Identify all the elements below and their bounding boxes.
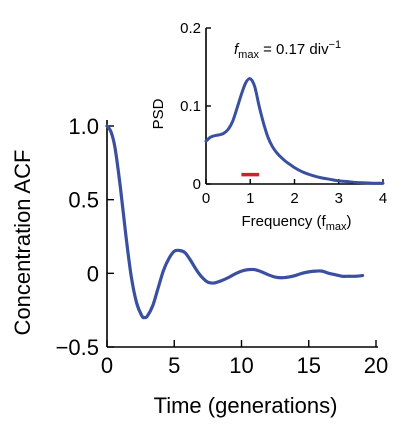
inset-psd-line [204,77,385,185]
main-x-axis-label: Time (generations) [154,393,338,418]
inset-x-axis-label-sub: max [326,221,347,233]
inset-x-tick-label: 4 [379,190,387,207]
main-x-tick-label: 15 [297,353,321,378]
inset-y-tick-label: 0.2 [180,20,201,37]
main-y-tick-label: 1.0 [68,114,99,139]
inset-x-tick-label: 0 [202,190,210,207]
inset-y-tick-label: 0 [193,176,201,193]
main-y-tick-label: −0.5 [56,335,99,360]
main-x-tick-label: 5 [168,353,180,378]
annotation-f: f [234,41,240,58]
inset-x-axis-label: Frequency (fmax) [242,213,352,233]
main-y-axis-label: Concentration ACF [10,150,35,336]
main-x-tick-label: 10 [229,353,253,378]
inset-x-axis-label-main: Frequency (f [242,213,327,230]
inset-x-axis-label-end: ) [346,213,351,230]
inset-y-axis-label: PSD [150,98,167,129]
annotation-text: = 0.17 div [259,41,329,58]
main-acf-line [105,124,365,320]
main-y-tick-label: 0 [87,261,99,286]
annotation-sub: max [238,49,259,61]
inset-x-tick-label: 3 [335,190,343,207]
main-x-tick-label: 20 [364,353,388,378]
inset-x-tick-label: 1 [246,190,254,207]
inset-annotation: fmax = 0.17 div−1 [234,39,341,61]
main-y-tick-label: 0.5 [68,188,99,213]
inset-x-tick-label: 2 [290,190,298,207]
annotation-sup: −1 [329,39,342,51]
main-x-tick-label: 0 [101,353,113,378]
inset-y-tick-label: 0.1 [180,98,201,115]
